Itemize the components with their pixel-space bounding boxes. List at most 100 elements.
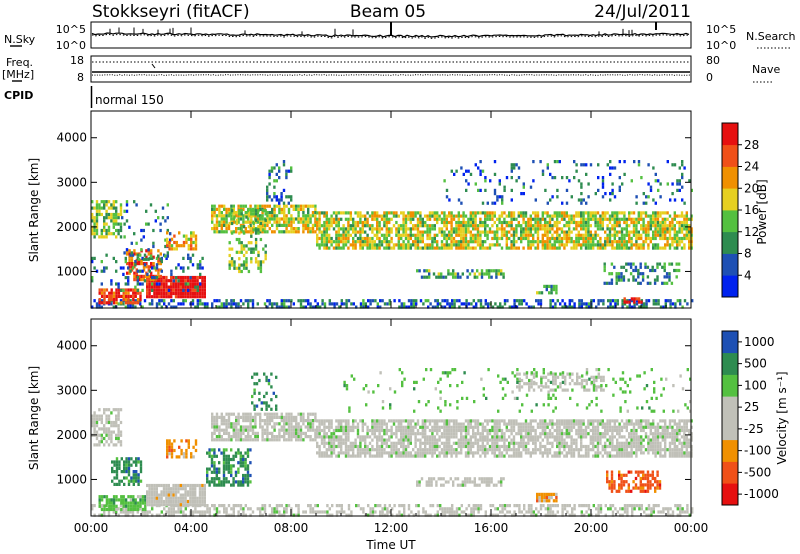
power-cells-cell-11 xyxy=(517,214,520,218)
power-cells-cell-8 xyxy=(249,204,252,208)
vel-cells-cell-0 xyxy=(179,507,183,511)
power-cells-cell-11 xyxy=(488,227,492,231)
vel-cells-cell-7 xyxy=(232,412,235,416)
vel-cells-cell-0 xyxy=(91,507,94,511)
vel-cells-cell-0 xyxy=(448,507,451,511)
vel-cells-cell-7 xyxy=(215,438,219,442)
power-cells-cell-0 xyxy=(290,299,293,303)
power-cells-cell-9 xyxy=(230,260,234,264)
power-cells-cell-8 xyxy=(254,214,257,218)
power-cells-cell-1 xyxy=(139,298,142,302)
power-cells-cell-11 xyxy=(491,236,494,241)
vel-cells-cell-9 xyxy=(323,438,326,442)
vel-cells-cell-9 xyxy=(356,451,360,455)
power-cells-cell-10 xyxy=(273,166,276,170)
cpid-row: CPID normal 150 xyxy=(4,86,164,108)
vel-cells-cell-0 xyxy=(292,513,295,517)
power-cells-cell-11 xyxy=(589,214,592,218)
power-cells-cell-3 xyxy=(133,274,136,278)
vel-cells-cell-4 xyxy=(123,476,126,480)
power-cells-cell-8 xyxy=(297,211,300,215)
power-cells-cell-11 xyxy=(632,230,636,234)
vel-cells-cell-3 xyxy=(112,443,115,447)
power-cells-cell-11 xyxy=(527,224,530,228)
vel-cells-cell-7 xyxy=(285,412,288,416)
power-cells-cell-11 xyxy=(320,236,324,241)
power-cells-cell-11 xyxy=(630,211,633,215)
vel-cells-cell-0 xyxy=(105,504,108,508)
vel-cells-cell-0 xyxy=(285,510,288,514)
vel-cells-cell-7 xyxy=(249,425,252,429)
vel-cells-cell-9 xyxy=(330,441,333,445)
vel-cells-cell-0 xyxy=(194,507,197,511)
power-cells-cell-11 xyxy=(546,224,549,228)
vel-cells-cell-0 xyxy=(561,507,564,511)
power-cells-cell-0 xyxy=(441,305,444,309)
power-cells-cell-11 xyxy=(431,243,434,247)
power-cells-cell-11 xyxy=(642,224,645,228)
vel-cells-cell-9 xyxy=(330,432,333,436)
vel-cells-cell-7 xyxy=(230,425,233,429)
vel-cells-cell-6 xyxy=(239,451,242,455)
vel-cells-cell-4 xyxy=(135,457,138,461)
power-cells-cell-11 xyxy=(625,220,628,225)
vel-cells-cell-9 xyxy=(320,451,324,455)
power-cells-cell-2 xyxy=(201,279,204,283)
power-cells-cell-5 xyxy=(112,212,115,217)
vel-cells-cell-9 xyxy=(344,428,348,433)
vel-cells-cell-5 xyxy=(180,448,183,453)
vel-cells-cell-0 xyxy=(667,507,670,511)
power-cells-cell-4 xyxy=(119,266,123,270)
power-cells-cell-11 xyxy=(544,211,547,215)
vel-cells-cell-0 xyxy=(681,510,684,514)
power-cells-cell-6 xyxy=(145,222,148,226)
power-cells-cell-11 xyxy=(385,214,388,218)
power-cells-cell-11 xyxy=(553,240,556,244)
vel-cells-cell-0 xyxy=(503,504,507,508)
power-cells-cell-11 xyxy=(479,211,482,215)
vel-cells-cell-4 xyxy=(130,463,133,467)
power-cells-cell-0 xyxy=(275,302,279,306)
power-cells-cell-2 xyxy=(162,288,166,292)
power-cells-cell-11 xyxy=(316,217,319,221)
vel-cells-cell-4 xyxy=(130,476,133,480)
power-cells-cell-11 xyxy=(414,214,417,218)
power-cells-cell-8 xyxy=(261,211,264,215)
power-cells-cell-11 xyxy=(323,211,326,215)
power-cells-cell-11 xyxy=(688,217,691,221)
vel-cells-cell-7 xyxy=(287,431,291,435)
power-cells-cell-5 xyxy=(95,219,99,223)
power-cells-cell-11 xyxy=(580,224,583,228)
vel-cells-cell-1 xyxy=(134,507,137,512)
power-cells-cell-9 xyxy=(242,260,246,264)
power-cells-cell-8 xyxy=(232,220,235,224)
vel-cells-cell-2 xyxy=(201,503,204,507)
power-cells-cell-0 xyxy=(235,305,238,309)
power-cells-cell-0 xyxy=(609,299,612,303)
vel-cells-cell-0 xyxy=(556,504,559,508)
power-cells-cell-13 xyxy=(555,284,558,288)
power-cells-cell-16 xyxy=(479,188,482,192)
power-cells-cell-1 xyxy=(110,294,113,298)
power-cells-cell-11 xyxy=(544,227,547,231)
power-cells-cell-11 xyxy=(479,217,482,221)
vel-cells-cell-2 xyxy=(201,490,204,494)
power-cells-cell-4 xyxy=(105,253,108,257)
power-cells-cell-8 xyxy=(263,227,267,231)
power-cells-cell-8 xyxy=(211,207,214,211)
vel-cells-cell-0 xyxy=(297,513,300,517)
power-cells-cell-11 xyxy=(371,214,374,218)
power-cells-cell-11 xyxy=(378,230,381,234)
power-cells-cell-8 xyxy=(283,204,286,208)
power-cells-cell-2 xyxy=(191,282,194,286)
vel-cells-cell-9 xyxy=(359,435,362,439)
vel-cells-cell-0 xyxy=(107,513,111,517)
vel-cells-cell-8 xyxy=(267,378,271,383)
power-cells-cell-11 xyxy=(450,217,453,221)
power-cells-cell-2 xyxy=(189,295,192,299)
noise-traces xyxy=(91,22,690,39)
vel-cells-cell-7 xyxy=(235,438,238,442)
power-cells-cell-11 xyxy=(450,230,453,234)
power-cells-cell-11 xyxy=(397,240,400,244)
power-cells-cell-16 xyxy=(673,198,677,202)
